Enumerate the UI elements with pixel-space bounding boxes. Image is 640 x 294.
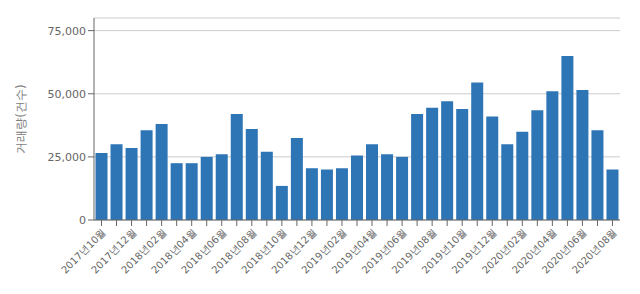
svg-text:2019년04월: 2019년04월 (329, 226, 379, 276)
svg-text:2018년04월: 2018년04월 (149, 226, 199, 276)
svg-text:2020년06월: 2020년06월 (539, 226, 589, 276)
svg-text:2018년02월: 2018년02월 (119, 226, 169, 276)
svg-text:2019년10월: 2019년10월 (419, 226, 469, 276)
svg-text:2018년12월: 2018년12월 (269, 226, 319, 276)
svg-text:2019년06월: 2019년06월 (359, 226, 409, 276)
svg-text:0: 0 (79, 214, 86, 227)
svg-text:2018년08월: 2018년08월 (209, 226, 259, 276)
svg-text:2017년12월: 2017년12월 (89, 226, 138, 276)
svg-text:2019년02월: 2019년02월 (299, 226, 349, 276)
svg-text:2019년08월: 2019년08월 (389, 226, 439, 276)
svg-text:2020년08월: 2020년08월 (570, 227, 619, 276)
svg-text:2020년02월: 2020년02월 (479, 226, 529, 276)
svg-text:2017년10월: 2017년10월 (59, 226, 108, 276)
svg-text:거래량(건수): 거래량(건수) (14, 84, 28, 153)
svg-text:2018년10월: 2018년10월 (239, 226, 289, 276)
svg-text:75,000: 75,000 (48, 25, 87, 38)
svg-text:2019년12월: 2019년12월 (449, 226, 499, 276)
svg-text:25,000: 25,000 (48, 151, 87, 164)
svg-text:50,000: 50,000 (48, 88, 87, 101)
svg-text:2020년04월: 2020년04월 (509, 226, 559, 276)
svg-text:2018년06월: 2018년06월 (179, 226, 229, 276)
